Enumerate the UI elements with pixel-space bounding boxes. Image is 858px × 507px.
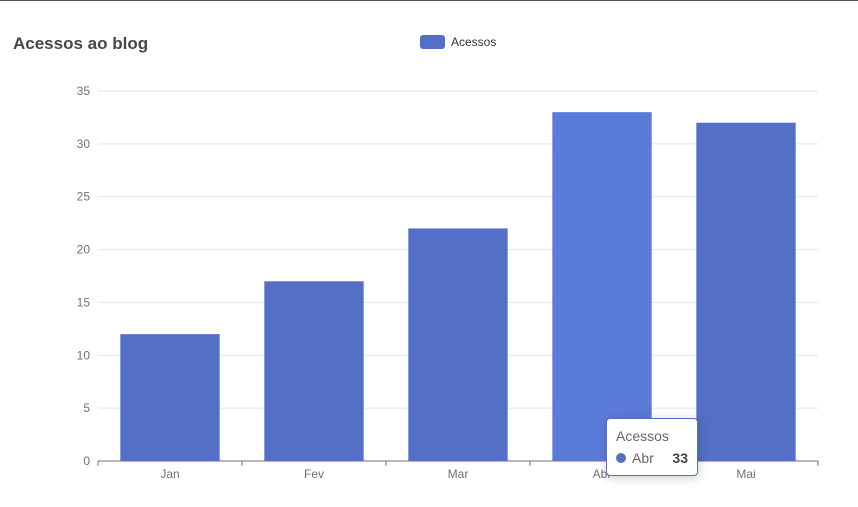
x-tick-label: Fev [304,467,324,481]
tooltip-category: Abr [632,450,654,466]
legend-label[interactable]: Acessos [451,35,497,49]
bar [408,228,508,461]
legend-swatch[interactable] [420,35,445,49]
y-tick-label: 30 [77,137,91,151]
chart-title: Acessos ao blog [13,34,149,53]
y-tick-label: 0 [83,454,90,468]
legend[interactable]: Acessos [420,35,496,49]
x-tick-label: Jan [160,467,179,481]
y-tick-label: 20 [77,243,91,257]
tooltip-row: Abr 33 [616,450,688,466]
bar [120,334,220,461]
bar [264,281,364,461]
tooltip-series-name: Acessos [616,428,669,444]
tooltip-dot [616,453,626,463]
y-tick-label: 15 [77,295,91,309]
tooltip: Acessos Abr 33 [606,418,698,476]
y-tick-label: 25 [77,190,91,204]
x-tick-label: Mar [448,467,469,481]
bar [696,122,796,461]
y-tick-label: 5 [83,401,90,415]
bar [552,112,652,462]
tooltip-value: 33 [672,450,688,466]
x-tick-label: Mai [736,467,755,481]
top-border [0,0,858,1]
y-tick-label: 35 [77,84,91,98]
y-tick-label: 10 [77,348,91,362]
